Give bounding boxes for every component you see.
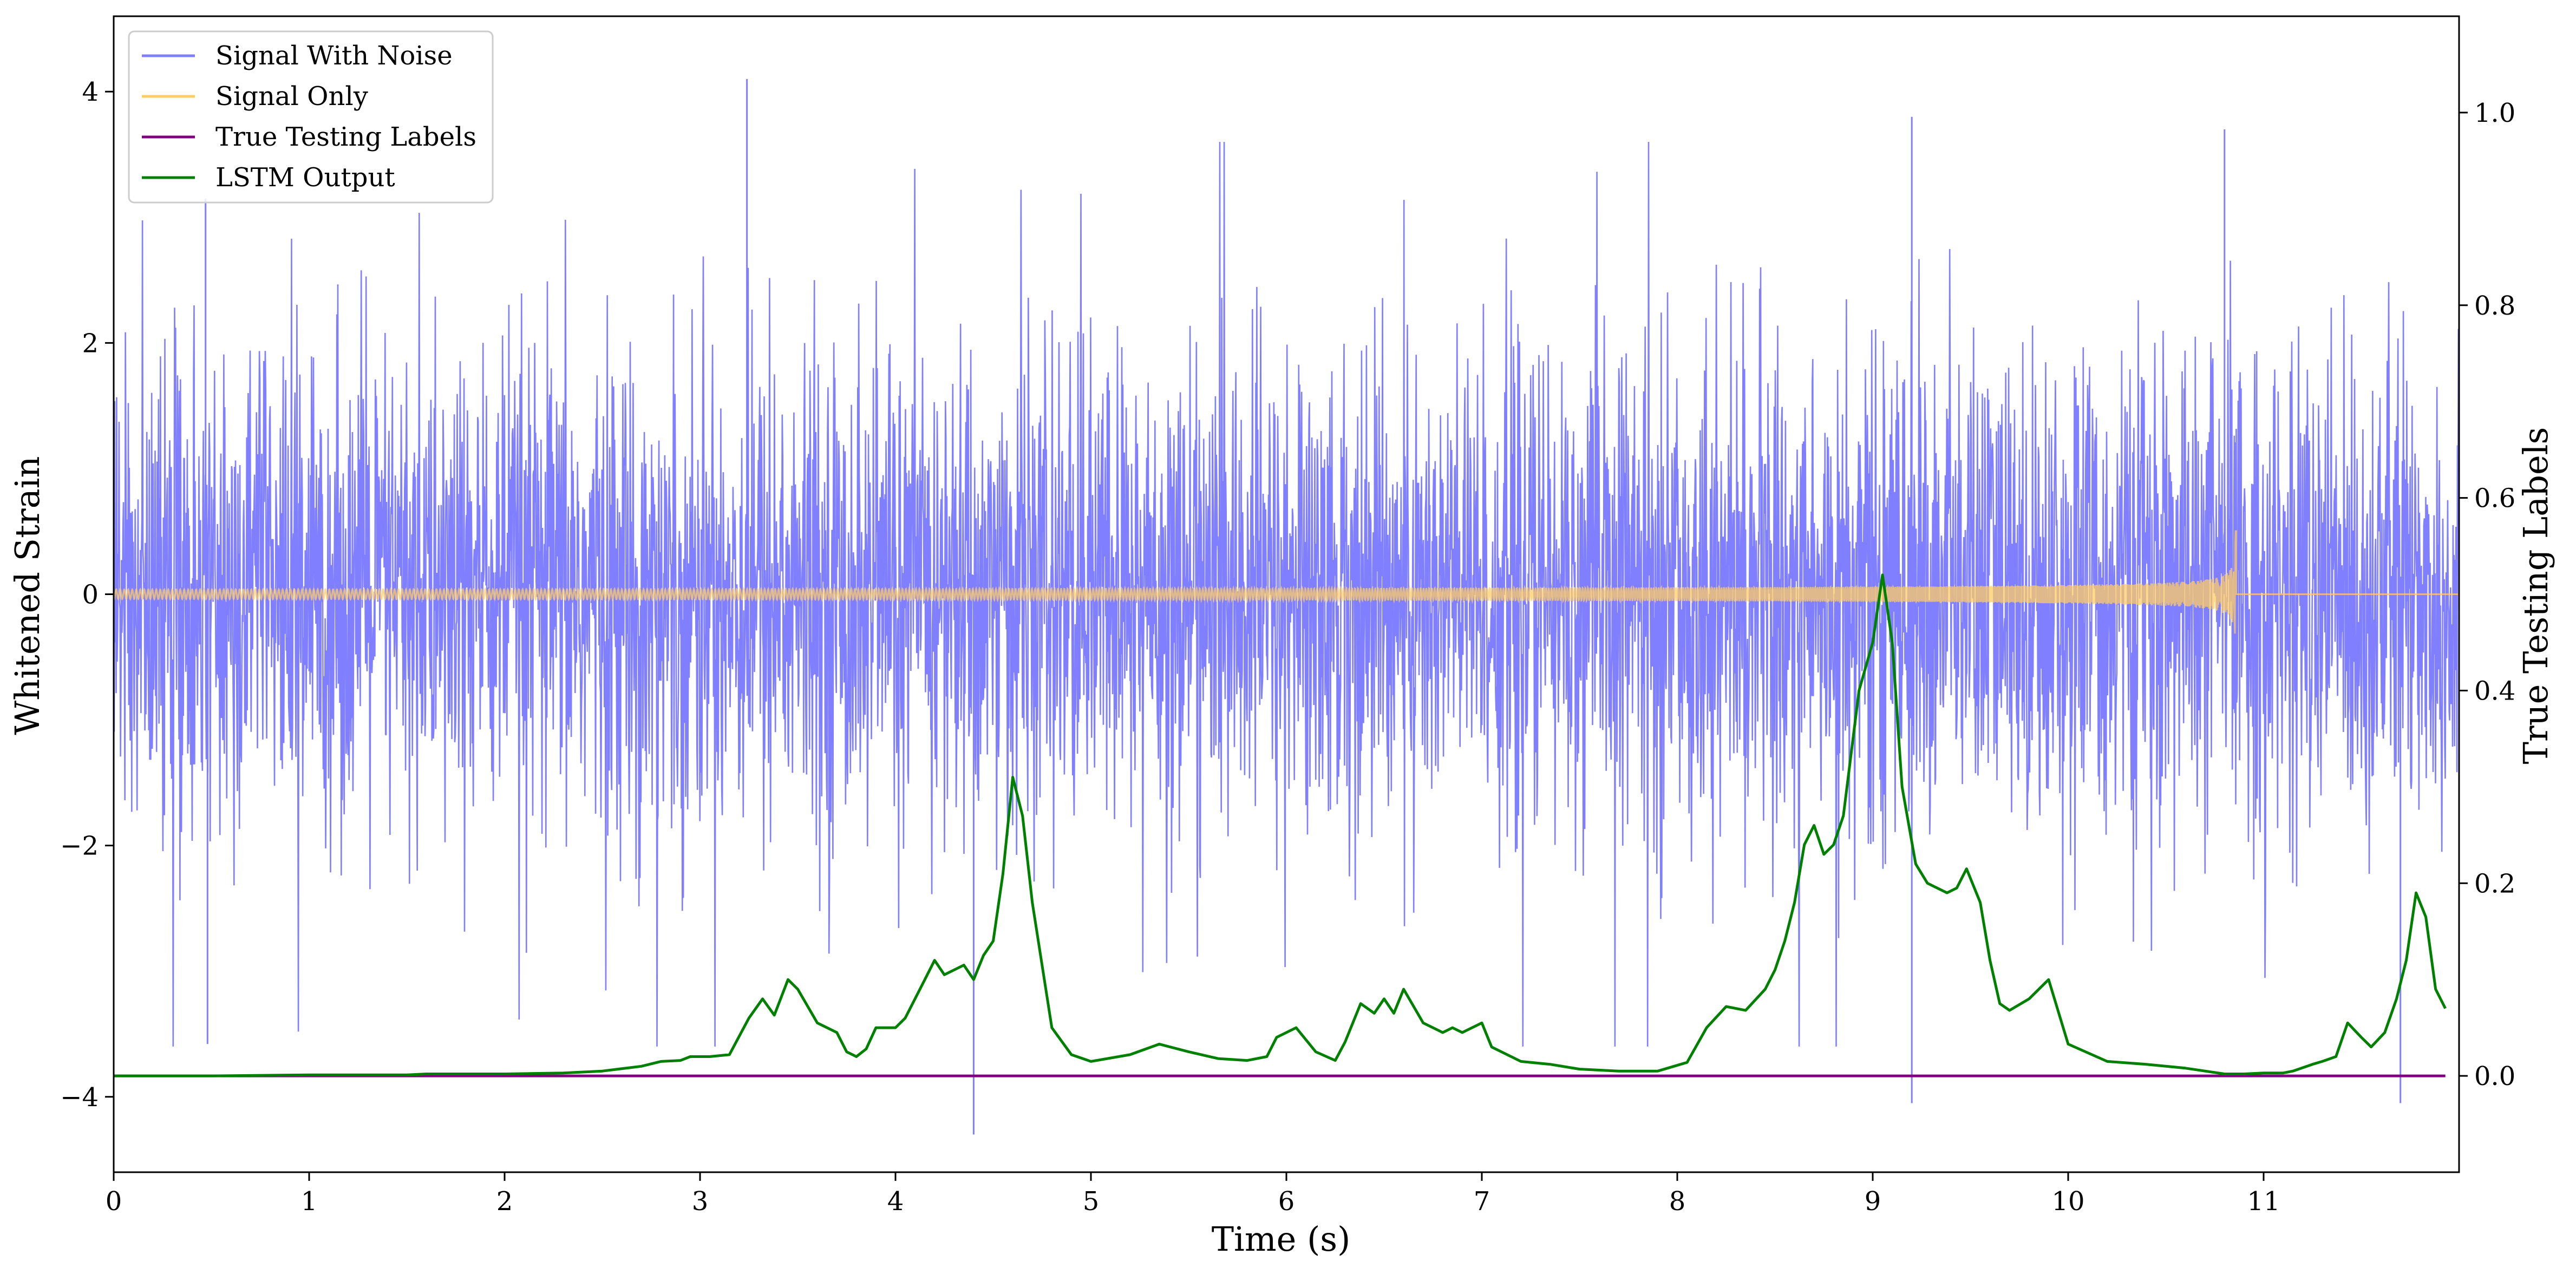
x-tick-label: 10 [2051, 1186, 2084, 1217]
x-tick-label: 1 [301, 1186, 318, 1217]
x-tick-label: 6 [1278, 1186, 1295, 1217]
right-y-tick-label: 1.0 [2474, 98, 2515, 128]
x-tick-label: 2 [496, 1186, 513, 1217]
legend-label-signal-only: Signal Only [215, 81, 368, 112]
right-y-tick-label: 0.2 [2474, 868, 2515, 899]
left-y-axis-label: Whitened Strain [8, 456, 47, 735]
x-axis-ticks: 0 1 2 3 4 5 6 7 8 9 10 11 [106, 1172, 2280, 1217]
right-y-tick-label: 0.6 [2474, 484, 2515, 514]
lstm-output-line [114, 573, 2447, 1077]
right-y-tick-label: 0.4 [2474, 676, 2515, 706]
left-y-tick-label: 4 [82, 77, 99, 107]
right-y-axis-label: True Testing Labels [2516, 427, 2555, 765]
legend-label-lstm-output: LSTM Output [215, 162, 395, 193]
x-tick-label: 4 [887, 1186, 904, 1217]
x-tick-label: 9 [1865, 1186, 1881, 1217]
signal-with-noise-line [114, 142, 2459, 1047]
x-tick-label: 8 [1669, 1186, 1686, 1217]
x-tick-label: 11 [2247, 1186, 2280, 1217]
signal-with-noise-series [114, 79, 2459, 1135]
x-tick-label: 5 [1083, 1186, 1100, 1217]
left-y-tick-label: −2 [60, 831, 99, 861]
legend-label-signal-with-noise: Signal With Noise [215, 41, 453, 71]
legend-box [128, 30, 494, 204]
x-tick-label: 0 [106, 1186, 122, 1217]
x-axis-label: Time (s) [1212, 1219, 1351, 1259]
legend-label-true-testing-labels: True Testing Labels [215, 122, 476, 152]
left-y-tick-label: 0 [82, 580, 99, 610]
x-tick-label: 3 [692, 1186, 709, 1217]
left-y-tick-label: 2 [82, 328, 99, 358]
left-y-tick-label: −4 [60, 1082, 99, 1113]
plot-area [114, 79, 2459, 1135]
lstm-output-series [114, 573, 2447, 1077]
legend: Signal With Noise Signal Only True Testi… [128, 30, 494, 204]
right-y-axis-ticks: 0.0 0.2 0.4 0.6 0.8 1.0 [2459, 98, 2515, 1092]
right-y-tick-label: 0.0 [2474, 1061, 2515, 1092]
x-tick-label: 7 [1474, 1186, 1490, 1217]
left-y-axis-ticks: −4 −2 0 2 4 [60, 77, 114, 1113]
right-y-tick-label: 0.8 [2474, 291, 2515, 321]
